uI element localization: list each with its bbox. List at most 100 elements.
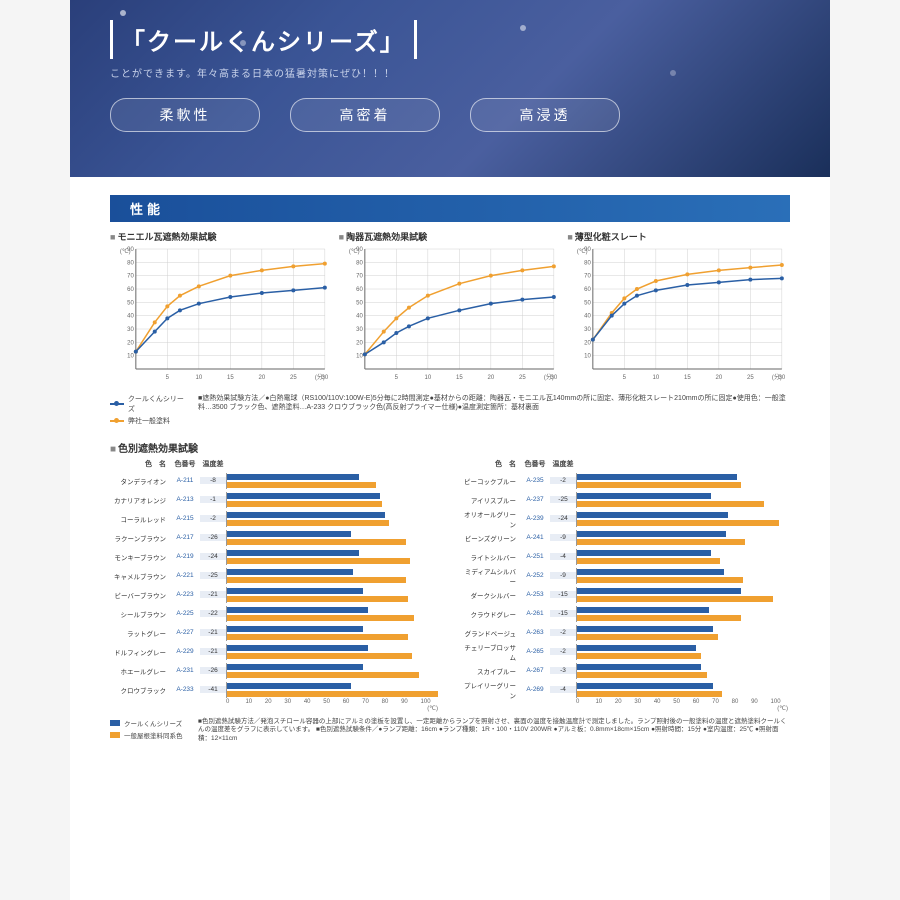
color-temp: -15 xyxy=(550,610,576,617)
svg-text:70: 70 xyxy=(356,274,363,280)
color-temp: -4 xyxy=(550,686,576,693)
color-row: キャメルブラウン A-221 -25 xyxy=(110,566,440,585)
svg-text:40: 40 xyxy=(127,314,134,320)
color-name: ビーバーブラウン xyxy=(110,590,170,600)
chart-title: 陶器瓦遮熱効果試験 xyxy=(339,230,562,243)
svg-text:50: 50 xyxy=(356,300,363,306)
svg-text:15: 15 xyxy=(684,375,691,381)
color-row: ラクーンブラウン A-217 -26 xyxy=(110,528,440,547)
color-row: ライトシルバー A-251 -4 xyxy=(460,547,790,566)
color-row: モンキーブラウン A-219 -24 xyxy=(110,547,440,566)
color-name: グランドベージュ xyxy=(460,628,520,638)
color-name: シールブラウン xyxy=(110,609,170,619)
hero-title: 「クールくんシリーズ」 xyxy=(110,20,417,59)
color-name: モンキーブラウン xyxy=(110,552,170,562)
svg-text:20: 20 xyxy=(258,375,265,381)
color-temp: -3 xyxy=(550,667,576,674)
color-bars xyxy=(576,549,790,565)
pill-row: 柔軟性高密着高浸透 xyxy=(110,98,790,132)
line-chart: 陶器瓦遮熱効果試験10203040506070809051015202530(℃… xyxy=(339,230,562,390)
color-name: プレイリーグリーン xyxy=(460,680,520,700)
color-caption: ■色別遮熱試験方法／発泡スチロール容器の上部にアルミの塗板を設置し、一定距離から… xyxy=(198,718,790,743)
legend-label: クールくんシリーズ xyxy=(128,394,190,414)
svg-text:(分): (分) xyxy=(544,373,554,381)
svg-text:50: 50 xyxy=(127,300,134,306)
legend-label: 弊社一般塗料 xyxy=(128,416,170,426)
color-bars xyxy=(576,606,790,622)
color-code: A-252 xyxy=(520,572,550,579)
color-name: ホエールグレー xyxy=(110,666,170,676)
svg-text:50: 50 xyxy=(584,300,591,306)
color-bars xyxy=(226,492,440,508)
color-temp: -21 xyxy=(200,648,226,655)
color-name: ライトシルバー xyxy=(460,552,520,562)
color-temp: -21 xyxy=(200,591,226,598)
color-code: A-221 xyxy=(170,572,200,579)
color-row: チェリーブロッサム A-265 -2 xyxy=(460,642,790,661)
svg-text:25: 25 xyxy=(290,375,297,381)
color-name: コーラルレッド xyxy=(110,514,170,524)
svg-text:60: 60 xyxy=(584,287,591,293)
color-row: クロウブラック A-233 -41 xyxy=(110,680,440,699)
color-row: オリオールグリーン A-239 -24 xyxy=(460,509,790,528)
chart-title: モニエル瓦遮熱効果試験 xyxy=(110,230,333,243)
color-code: A-239 xyxy=(520,515,550,522)
color-bars xyxy=(576,625,790,641)
svg-text:70: 70 xyxy=(127,274,134,280)
color-code: A-213 xyxy=(170,496,200,503)
color-row: ダークシルバー A-253 -15 xyxy=(460,585,790,604)
color-bars xyxy=(576,530,790,546)
color-bars xyxy=(226,606,440,622)
color-temp: -2 xyxy=(550,629,576,636)
legend-item-orange: 一般屋根塗料同系色 xyxy=(110,730,190,740)
color-row: タンデライオン A-211 -8 xyxy=(110,471,440,490)
color-temp: -24 xyxy=(200,553,226,560)
color-name: キャメルブラウン xyxy=(110,571,170,581)
color-section-title: 色別遮熱効果試験 xyxy=(110,440,790,455)
color-temp: -21 xyxy=(200,629,226,636)
svg-text:20: 20 xyxy=(127,340,134,346)
svg-text:20: 20 xyxy=(356,340,363,346)
hero-banner: 「クールくんシリーズ」 ことができます。年々高まる日本の猛暑対策にぜひ！！！ 柔… xyxy=(70,0,830,177)
svg-text:(℃): (℃) xyxy=(120,249,131,255)
feature-pill: 高浸透 xyxy=(470,98,620,132)
color-bars xyxy=(226,663,440,679)
color-bars xyxy=(576,682,790,698)
legend-keys: クールくんシリーズ 弊社一般塗料 xyxy=(110,394,190,428)
color-code: A-219 xyxy=(170,553,200,560)
color-bars xyxy=(576,644,790,660)
color-row: ミディアムシルバー A-252 -9 xyxy=(460,566,790,585)
color-bars xyxy=(576,492,790,508)
svg-text:10: 10 xyxy=(584,354,591,360)
color-temp: -2 xyxy=(550,477,576,484)
color-name: クロウブラック xyxy=(110,685,170,695)
x-axis: 0102030405060708090100 xyxy=(226,699,440,705)
line-chart: モニエル瓦遮熱効果試験10203040506070809051015202530… xyxy=(110,230,333,390)
color-charts: 色 名色番号温度差 タンデライオン A-211 -8 カナリアオレンジ A-21… xyxy=(110,459,790,712)
color-row: ビーバーブラウン A-223 -21 xyxy=(110,585,440,604)
svg-text:25: 25 xyxy=(519,375,526,381)
color-code: A-241 xyxy=(520,534,550,541)
color-name: オリオールグリーン xyxy=(460,509,520,529)
color-row: プレイリーグリーン A-269 -4 xyxy=(460,680,790,699)
legend-item-orange: 弊社一般塗料 xyxy=(110,416,190,426)
color-code: A-211 xyxy=(170,477,200,484)
svg-text:25: 25 xyxy=(747,375,754,381)
color-code: A-269 xyxy=(520,686,550,693)
color-bars xyxy=(226,568,440,584)
content-area: 性能 モニエル瓦遮熱効果試験10203040506070809051015202… xyxy=(70,177,830,753)
svg-text:40: 40 xyxy=(584,314,591,320)
page: 「クールくんシリーズ」 ことができます。年々高まる日本の猛暑対策にぜひ！！！ 柔… xyxy=(70,0,830,900)
legend-label: クールくんシリーズ xyxy=(124,718,182,728)
color-code: A-215 xyxy=(170,515,200,522)
svg-text:20: 20 xyxy=(584,340,591,346)
color-row: シールブラウン A-225 -22 xyxy=(110,604,440,623)
color-name: ミディアムシルバー xyxy=(460,566,520,586)
color-name: タンデライオン xyxy=(110,476,170,486)
color-temp: -26 xyxy=(200,667,226,674)
color-name: ラクーンブラウン xyxy=(110,533,170,543)
color-row: コーラルレッド A-215 -2 xyxy=(110,509,440,528)
svg-text:15: 15 xyxy=(456,375,463,381)
svg-text:80: 80 xyxy=(127,260,134,266)
line-chart: 薄型化粧スレート10203040506070809051015202530(℃)… xyxy=(567,230,790,390)
